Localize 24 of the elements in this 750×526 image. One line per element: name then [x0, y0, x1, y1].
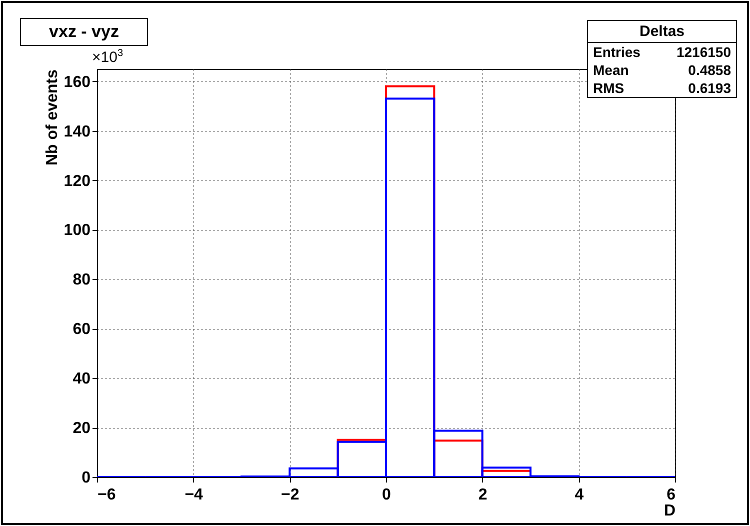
- x-tick-label: 4: [574, 486, 584, 504]
- y-axis-title: Nb of events: [44, 69, 61, 166]
- y-tick-label: 100: [64, 222, 91, 240]
- x-tick-label: 6: [666, 486, 676, 504]
- chart-title: vxz - vyz: [20, 18, 148, 46]
- x-tick-label: −4: [184, 486, 204, 504]
- x-tick-label: 0: [382, 486, 392, 504]
- text: Entries 1216150: [593, 44, 731, 60]
- y-tick-label: 20: [72, 420, 91, 438]
- y-tick-label: 40: [72, 370, 91, 388]
- y-tick-label: 0: [82, 470, 91, 486]
- y-tick-label: 120: [64, 172, 91, 190]
- x-tick-label: −2: [281, 486, 300, 504]
- text: Mean 0.4858: [593, 62, 731, 78]
- y-tick-label: 60: [72, 321, 91, 338]
- x-axis-title: D: [664, 502, 676, 520]
- y-tick-label: 160: [64, 74, 91, 91]
- y-tick-label: 140: [64, 123, 91, 140]
- x-tick-label: −6: [98, 486, 116, 504]
- y-tick-label: 80: [72, 272, 91, 289]
- x-tick-label: 2: [478, 486, 488, 504]
- text: Deltas: [588, 21, 736, 43]
- text: RMS 0.6193: [593, 80, 731, 96]
- text: ×10$^{3}$: [92, 48, 124, 66]
